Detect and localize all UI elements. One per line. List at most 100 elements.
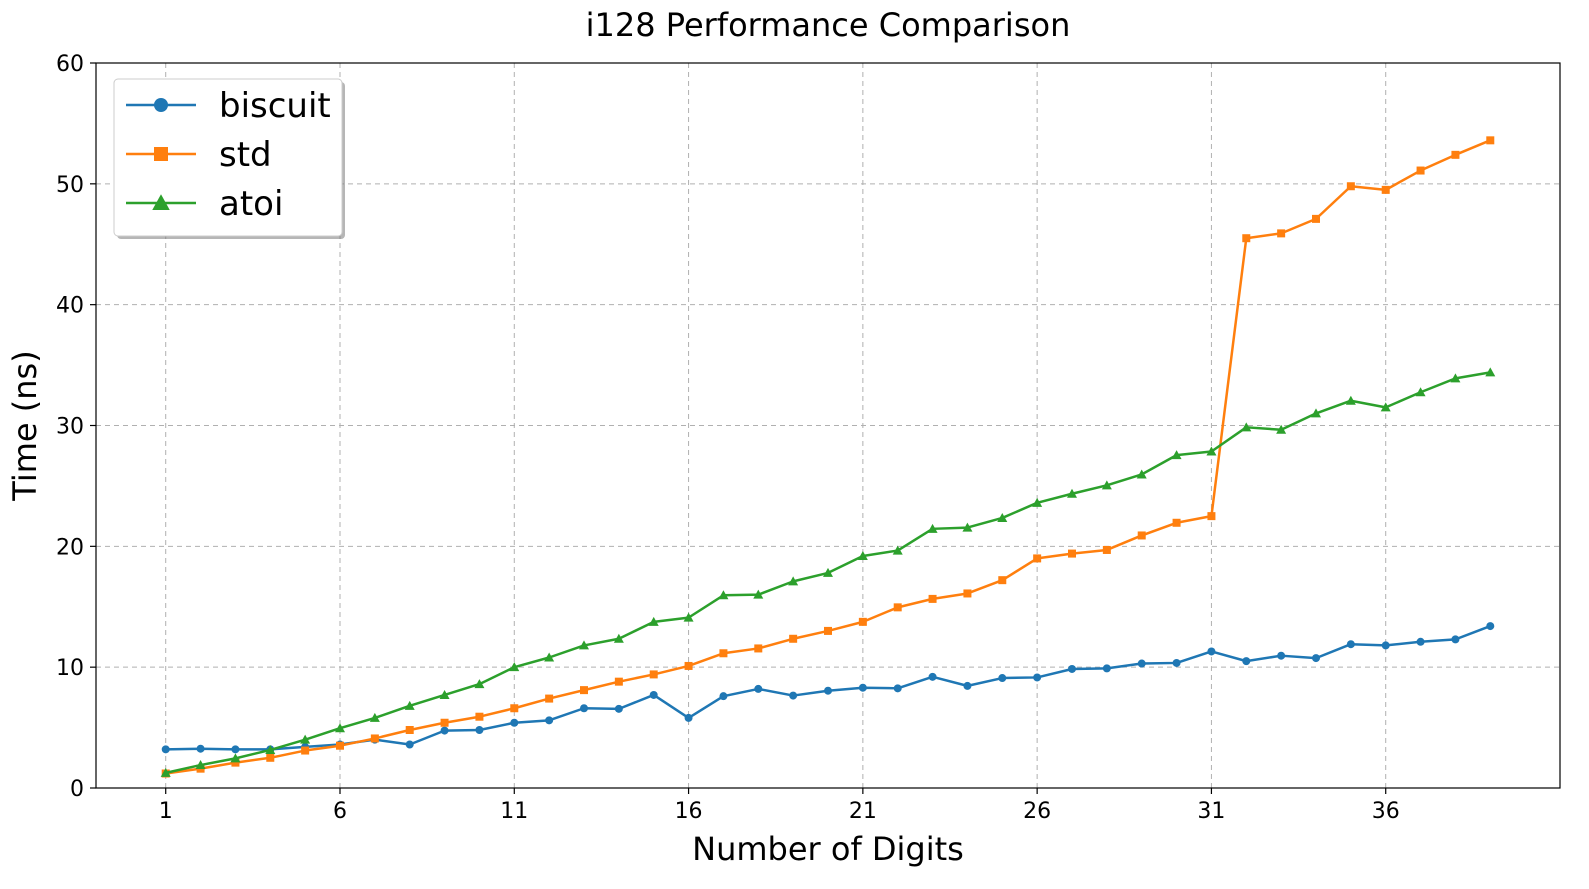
series-layer: [160, 136, 1496, 778]
biscuit-point: [1277, 651, 1286, 660]
biscuit-point: [684, 713, 693, 722]
biscuit-point: [719, 692, 728, 701]
std-point: [1381, 185, 1390, 194]
std-point: [649, 670, 658, 679]
atoi-point: [962, 522, 973, 532]
legend: biscuit std atoi: [113, 78, 345, 239]
atoi-point: [300, 734, 311, 744]
std-point: [754, 644, 763, 653]
legend-marker: [152, 194, 170, 210]
std-point: [301, 746, 310, 755]
series-std: [161, 136, 1495, 778]
biscuit-point: [928, 672, 937, 681]
std-point: [266, 753, 275, 762]
atoi-point: [1276, 424, 1287, 434]
x-tick-label: 21: [849, 799, 877, 824]
atoi-point: [1311, 408, 1321, 418]
std-point: [1033, 554, 1042, 563]
x-axis-title: Number of Digits: [692, 830, 964, 868]
std-point: [370, 734, 379, 743]
biscuit-point: [510, 718, 519, 727]
atoi-point: [579, 640, 589, 650]
biscuit-point: [1033, 673, 1042, 682]
std-point: [475, 712, 484, 721]
std-point: [1486, 136, 1495, 145]
biscuit-point: [475, 726, 484, 734]
biscuit-point: [440, 726, 449, 735]
x-tick-label: 11: [500, 799, 528, 824]
std-point: [405, 726, 414, 734]
std-line: [165, 139, 1491, 775]
y-tick-label: 10: [56, 656, 84, 681]
atoi-point: [997, 512, 1008, 522]
biscuit-point: [998, 674, 1007, 683]
biscuit-point: [1312, 654, 1320, 663]
std-point: [1242, 234, 1251, 243]
atoi-point: [613, 633, 624, 643]
biscuit-point: [963, 681, 972, 690]
atoi-point: [474, 679, 485, 689]
atoi-point: [1241, 422, 1252, 432]
atoi-point: [1415, 387, 1426, 397]
biscuit-point: [1068, 664, 1076, 673]
chart-title: i128 Performance Comparison: [586, 6, 1071, 44]
atoi-point: [1345, 395, 1356, 405]
biscuit-point: [824, 686, 832, 695]
atoi-point: [857, 551, 868, 560]
atoi-point: [892, 545, 903, 555]
atoi-point: [439, 689, 450, 699]
biscuit-point: [1137, 659, 1146, 668]
std-point: [1346, 182, 1355, 191]
std-point: [1068, 549, 1076, 558]
biscuit-point: [161, 745, 170, 754]
series-biscuit: [161, 622, 1495, 754]
legend-marker: [154, 98, 168, 112]
biscuit-point: [580, 704, 588, 713]
atoi-point: [509, 662, 520, 672]
y-tick-label: 20: [56, 535, 84, 560]
legend-box: [113, 78, 343, 237]
x-tick-label: 31: [1197, 799, 1225, 824]
x-tick-label: 1: [159, 799, 173, 824]
std-point: [789, 634, 798, 643]
biscuit-point: [1486, 622, 1495, 631]
series-atoi: [160, 367, 1496, 777]
biscuit-point: [1451, 635, 1460, 644]
atoi-point: [335, 723, 345, 733]
x-tick-label: 26: [1023, 799, 1051, 824]
atoi-point: [160, 767, 171, 777]
biscuit-point: [649, 690, 658, 699]
std-point: [231, 758, 240, 767]
std-point: [580, 686, 588, 695]
atoi-point: [369, 712, 380, 722]
y-tick-label: 50: [56, 173, 84, 198]
y-axis-title: Time (ns): [6, 350, 44, 501]
atoi-point: [683, 612, 694, 622]
atoi-point: [788, 576, 799, 586]
y-tick-label: 30: [56, 415, 84, 440]
biscuit-point: [1172, 658, 1181, 667]
y-tick-label: 40: [56, 294, 84, 319]
grid: [96, 62, 1560, 789]
std-point: [824, 626, 832, 635]
std-point: [1451, 150, 1460, 159]
std-point: [858, 617, 867, 626]
std-point: [963, 589, 972, 598]
std-point: [684, 661, 693, 670]
legend-label: atoi: [219, 184, 283, 224]
biscuit-point: [1346, 640, 1355, 649]
std-point: [545, 694, 554, 703]
biscuit-point: [405, 740, 414, 749]
atoi-point: [1380, 402, 1391, 412]
atoi-point: [1450, 373, 1461, 383]
atoi-point: [823, 567, 833, 577]
atoi-point: [1067, 488, 1077, 498]
x-tick-label: 16: [675, 799, 703, 824]
std-point: [893, 603, 902, 612]
biscuit-point: [196, 744, 205, 753]
atoi-point: [404, 700, 415, 710]
atoi-point: [718, 590, 729, 600]
atoi-point: [1101, 480, 1112, 490]
